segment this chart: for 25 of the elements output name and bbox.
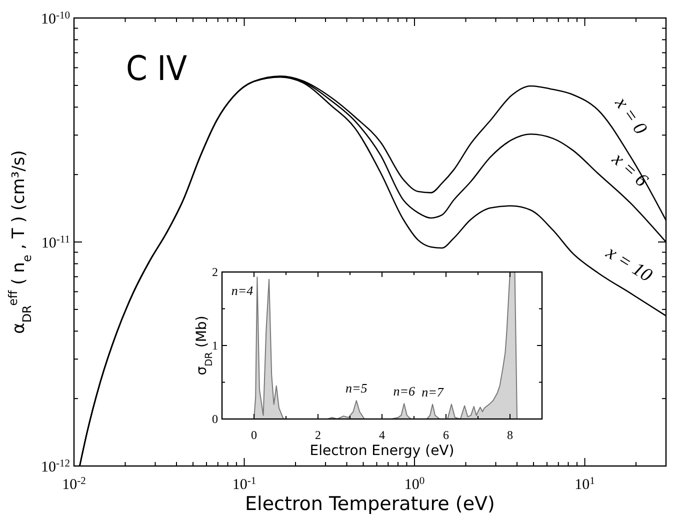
legend-label: x = 10 xyxy=(602,242,656,287)
y-tick-label: 10$^{-12}$ xyxy=(41,458,70,476)
annotation: n=6 xyxy=(393,384,416,399)
y-tick-label: 10$^{-10}$ xyxy=(41,10,70,28)
legend-label: x = 0 xyxy=(610,92,652,139)
x-tick-label: 2 xyxy=(315,428,321,442)
x-axis-title: Electron Energy (eV) xyxy=(310,443,454,459)
annotation: n=4 xyxy=(231,283,254,298)
x-tick-label: 10$^{1}$ xyxy=(574,476,595,493)
x-axis-title: Electron Temperature (eV) xyxy=(245,493,495,515)
x-tick-label: 10$^{-2}$ xyxy=(62,476,86,493)
x-tick-label: 4 xyxy=(379,428,385,442)
x-tick-label: 8 xyxy=(507,428,513,442)
y-tick-label: 0 xyxy=(212,412,218,426)
x-tick-label: 10$^{0}$ xyxy=(404,476,425,493)
annotation: n=5 xyxy=(346,380,368,396)
annotation: n=7 xyxy=(422,384,444,400)
y-tick-label: 10$^{-11}$ xyxy=(41,234,70,252)
y-tick-label: 2 xyxy=(212,265,218,280)
x-tick-label: 10$^{-1}$ xyxy=(232,476,256,493)
x-tick-label: 0 xyxy=(251,428,257,442)
x-tick-label: 6 xyxy=(443,428,449,442)
y-tick-label: 1 xyxy=(212,338,218,353)
legend-label: x = 6 xyxy=(607,148,652,192)
text: C IV xyxy=(126,49,188,89)
